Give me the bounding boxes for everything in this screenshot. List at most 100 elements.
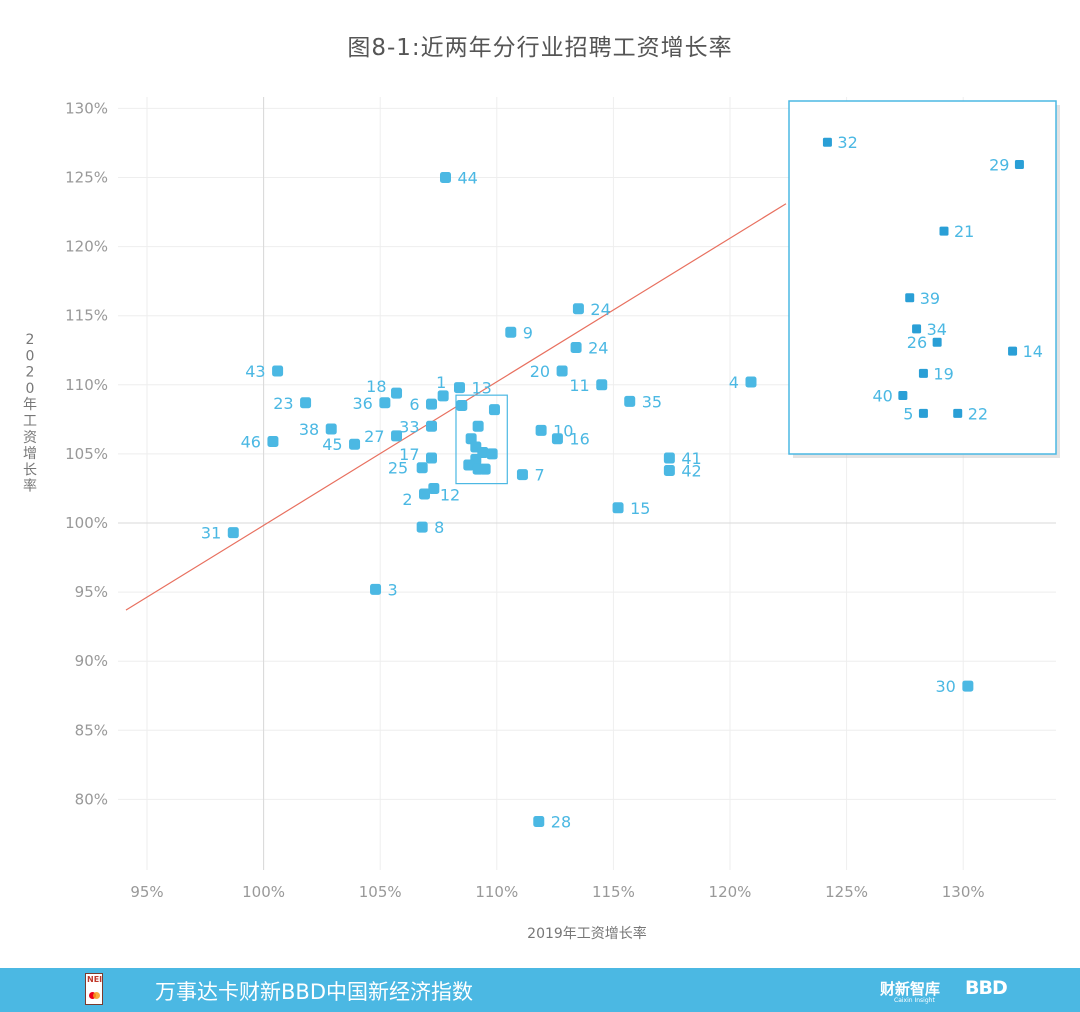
- x-tick-label: 125%: [825, 883, 868, 901]
- data-point: [426, 398, 438, 410]
- x-tick-label: 115%: [592, 883, 635, 901]
- point-label: 38: [299, 420, 319, 439]
- data-point: [267, 435, 279, 447]
- inset-data-point: [1008, 346, 1018, 356]
- data-point: [428, 482, 440, 494]
- data-point: [505, 326, 517, 338]
- data-point: [556, 365, 568, 377]
- point-label: 45: [322, 435, 342, 454]
- data-point: [612, 502, 624, 514]
- data-point: [419, 488, 431, 500]
- x-tick-label: 130%: [942, 883, 985, 901]
- data-point: [416, 521, 428, 533]
- data-point: [572, 303, 584, 315]
- y-tick-label: 120%: [65, 238, 108, 256]
- point-label: 3: [388, 580, 398, 599]
- inset-point-label: 32: [837, 133, 857, 152]
- inset-data-point: [953, 408, 963, 418]
- data-point: [465, 433, 477, 445]
- x-tick-label: 110%: [475, 883, 518, 901]
- point-label: 36: [353, 394, 373, 413]
- data-point: [516, 469, 528, 481]
- x-axis-title: 2019年工资增长率: [527, 925, 647, 942]
- inset-point-label: 29: [989, 155, 1009, 174]
- inset-data-point: [905, 293, 915, 303]
- data-point: [745, 376, 757, 388]
- point-label: 12: [440, 485, 460, 504]
- data-point: [437, 390, 449, 402]
- x-tick-label: 120%: [709, 883, 752, 901]
- point-label: 7: [534, 466, 544, 485]
- y-tick-label: 100%: [65, 514, 108, 532]
- caixin-insight-logo: 财新智库 Caixin Insight: [880, 980, 941, 1004]
- inset-data-point: [918, 408, 928, 418]
- point-label: 41: [681, 449, 701, 468]
- inset-point-label: 26: [907, 333, 927, 352]
- data-point: [479, 463, 491, 475]
- y-tick-label: 90%: [75, 652, 108, 670]
- data-point: [439, 172, 451, 183]
- point-label: 24: [588, 338, 608, 357]
- point-label: 31: [201, 524, 221, 543]
- data-point: [426, 452, 438, 464]
- data-point: [391, 387, 403, 399]
- point-label: 27: [364, 427, 384, 446]
- data-point: [300, 397, 312, 409]
- data-point: [533, 816, 545, 828]
- y-tick-label: 130%: [65, 99, 108, 117]
- y-tick-label: 80%: [75, 790, 108, 808]
- data-point: [624, 395, 636, 407]
- inset-point-label: 14: [1023, 342, 1043, 361]
- data-point: [391, 430, 403, 442]
- point-label: 1: [436, 373, 446, 392]
- data-point: [370, 583, 382, 595]
- chart-title: 图8-1:近两年分行业招聘工资增长率: [347, 35, 733, 61]
- nei-logo-icon: NEI: [85, 973, 103, 1005]
- inset-point-label: 21: [954, 222, 974, 241]
- data-point: [551, 433, 563, 445]
- data-point: [453, 382, 465, 394]
- point-label: 8: [434, 518, 444, 537]
- point-label: 30: [936, 677, 956, 696]
- point-label: 46: [241, 432, 261, 451]
- mastercard-icon: [89, 992, 100, 1000]
- data-point: [472, 420, 484, 432]
- footer-brand-text: 万事达卡财新BBD中国新经济指数: [155, 980, 473, 1004]
- y-tick-label: 105%: [65, 445, 108, 463]
- x-tick-label: 100%: [242, 883, 285, 901]
- data-point: [463, 459, 475, 471]
- inset-point-label: 40: [872, 387, 892, 406]
- data-point: [349, 438, 361, 450]
- data-point: [962, 680, 974, 692]
- point-label: 4: [729, 373, 739, 392]
- inset-data-point: [898, 391, 908, 401]
- data-point: [663, 464, 675, 476]
- point-label: 11: [569, 376, 589, 395]
- point-label: 28: [551, 813, 571, 832]
- y-tick-label: 95%: [75, 583, 108, 601]
- point-label: 6: [409, 395, 419, 414]
- point-label: 13: [471, 379, 491, 398]
- point-label: 33: [399, 417, 419, 436]
- data-point: [596, 379, 608, 391]
- inset-data-point: [932, 337, 942, 347]
- point-label: 43: [245, 362, 265, 381]
- point-label: 42: [681, 461, 701, 480]
- point-label: 24: [590, 300, 610, 319]
- point-label: 18: [366, 377, 386, 396]
- inset-data-point: [939, 226, 949, 236]
- data-point: [416, 462, 428, 474]
- point-label: 15: [630, 499, 650, 518]
- inset-point-label: 5: [903, 404, 913, 423]
- point-label: 25: [388, 459, 408, 478]
- inset-point-label: 34: [927, 320, 947, 339]
- data-point: [535, 424, 547, 436]
- footer-bar: NEI 万事达卡财新BBD中国新经济指数 财新智库 Caixin Insight…: [0, 968, 1080, 1012]
- scatter-chart: 95% 100% 105% 110% 115% 120% 125% 130% 80% 85% 90%…: [23, 97, 1060, 942]
- highlight-box: [455, 394, 508, 485]
- data-point: [325, 423, 337, 435]
- data-point: [570, 341, 582, 353]
- point-label: 17: [399, 445, 419, 464]
- y-tick-label: 85%: [75, 721, 108, 739]
- inset-point-label: 22: [968, 404, 988, 423]
